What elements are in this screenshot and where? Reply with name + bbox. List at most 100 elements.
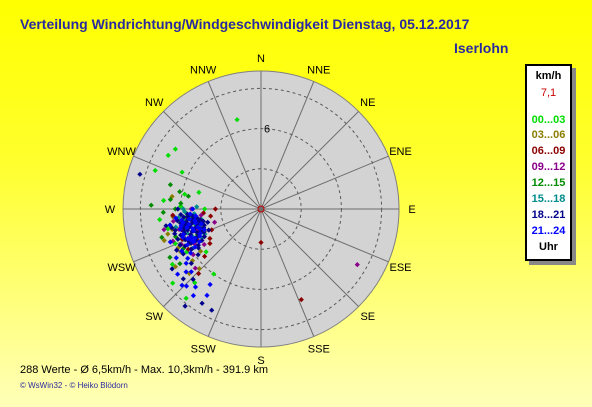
direction-label: SSE — [308, 344, 330, 356]
data-point — [212, 219, 218, 225]
direction-spoke — [133, 155, 262, 210]
data-point — [183, 295, 189, 301]
data-point — [192, 244, 198, 250]
data-point — [177, 242, 183, 248]
data-point — [196, 189, 202, 195]
data-point — [180, 231, 186, 237]
data-point — [190, 276, 196, 282]
data-point — [195, 245, 202, 251]
data-point — [354, 262, 360, 268]
data-point — [137, 171, 143, 177]
legend: km/h 7,1 00...03 03...06 06...09 09...12… — [525, 64, 572, 261]
data-point — [172, 206, 178, 212]
direction-label: SE — [360, 311, 375, 323]
direction-spoke — [260, 208, 359, 307]
direction-spoke — [207, 81, 262, 210]
direction-label: NE — [360, 97, 375, 109]
data-point — [167, 239, 173, 245]
direction-spoke — [260, 111, 359, 210]
center-marker — [257, 205, 265, 213]
data-point — [190, 293, 196, 299]
data-point — [185, 255, 191, 261]
data-point — [172, 227, 178, 233]
data-point — [175, 206, 181, 212]
data-point — [167, 222, 173, 228]
data-point — [185, 246, 191, 252]
data-point — [198, 248, 204, 254]
data-point — [196, 239, 203, 245]
data-point — [209, 307, 215, 313]
data-point — [199, 300, 205, 306]
data-point — [207, 235, 213, 242]
data-point — [177, 226, 183, 232]
data-point — [198, 221, 204, 227]
direction-spoke — [163, 111, 262, 210]
direction-label: NNE — [307, 65, 330, 77]
data-point — [182, 303, 188, 309]
data-point — [160, 209, 166, 215]
data-point — [177, 261, 183, 267]
data-point — [188, 246, 194, 252]
legend-entry: 21...24 — [531, 225, 566, 237]
direction-spoke — [260, 208, 389, 263]
direction-label: SW — [145, 311, 163, 323]
data-point — [192, 280, 198, 286]
data-point — [185, 193, 191, 199]
direction-label: NW — [145, 97, 164, 109]
data-point — [206, 227, 212, 233]
legend-footer: Uhr — [539, 241, 558, 253]
data-point — [190, 206, 196, 212]
direction-label: ENE — [389, 146, 412, 158]
data-point — [205, 219, 211, 225]
direction-label: S — [257, 355, 264, 367]
data-point — [169, 266, 175, 272]
data-point — [167, 182, 173, 188]
data-point — [188, 269, 194, 275]
data-point — [258, 239, 264, 246]
legend-entry: 12...15 — [531, 177, 566, 189]
direction-label: ESE — [389, 262, 411, 274]
speed-ring — [180, 128, 342, 290]
data-point — [189, 258, 196, 264]
data-point — [298, 297, 304, 303]
data-point — [178, 200, 184, 206]
data-point — [161, 197, 167, 204]
direction-spoke — [207, 208, 262, 337]
data-point — [173, 255, 179, 261]
data-point — [181, 214, 187, 220]
data-point — [192, 265, 198, 271]
legend-unit: km/h — [535, 70, 562, 82]
data-point — [190, 226, 196, 232]
data-point — [203, 249, 209, 255]
data-point — [167, 254, 173, 260]
data-point — [186, 216, 192, 222]
data-point — [209, 227, 215, 233]
data-point — [201, 241, 207, 248]
data-point — [172, 264, 179, 270]
data-point — [173, 215, 179, 221]
data-point — [183, 269, 189, 275]
data-point — [192, 284, 199, 290]
data-point — [175, 271, 181, 277]
data-point — [148, 202, 154, 208]
data-point — [211, 271, 217, 277]
legend-entry: 06...09 — [531, 145, 566, 157]
data-point — [161, 237, 167, 244]
data-point — [178, 203, 184, 209]
data-point — [170, 212, 176, 218]
direction-spoke — [163, 208, 262, 307]
data-point — [182, 191, 188, 197]
direction-label: SSW — [191, 344, 217, 356]
data-point — [207, 281, 213, 288]
data-point — [178, 217, 184, 223]
data-point — [165, 152, 171, 158]
data-point — [201, 234, 207, 240]
data-point — [157, 217, 163, 223]
data-point — [212, 206, 218, 212]
ring-label: 6 — [264, 124, 270, 136]
legend-entry: 09...12 — [531, 161, 566, 173]
data-point — [167, 196, 173, 203]
data-point — [202, 253, 208, 259]
